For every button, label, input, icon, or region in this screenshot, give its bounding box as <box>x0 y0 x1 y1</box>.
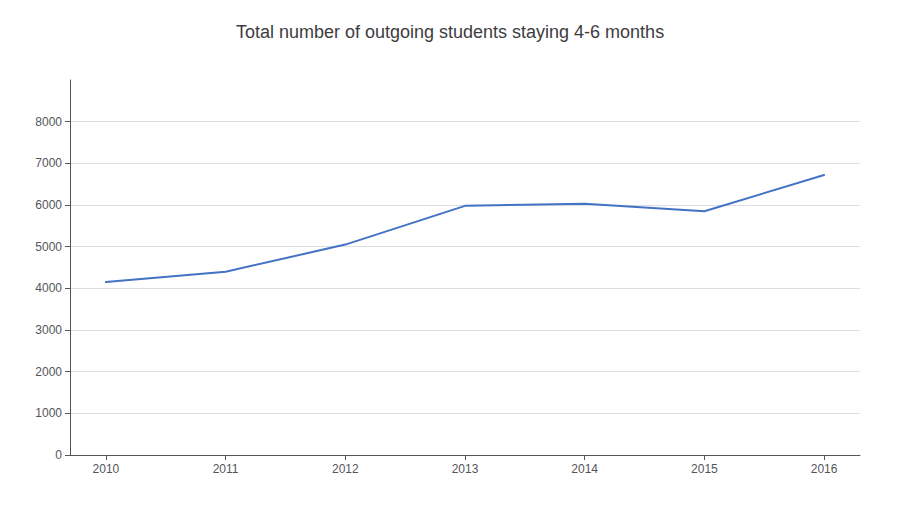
svg-text:2011: 2011 <box>213 462 239 476</box>
svg-text:2014: 2014 <box>571 462 598 476</box>
svg-text:2015: 2015 <box>691 462 718 476</box>
svg-text:2016: 2016 <box>811 462 838 476</box>
svg-text:1000: 1000 <box>35 406 62 420</box>
svg-text:2012: 2012 <box>332 462 359 476</box>
svg-text:6000: 6000 <box>35 198 62 212</box>
svg-text:0: 0 <box>55 448 62 462</box>
svg-text:8000: 8000 <box>35 115 62 129</box>
svg-text:2010: 2010 <box>93 462 120 476</box>
svg-text:3000: 3000 <box>35 323 62 337</box>
svg-text:4000: 4000 <box>35 281 62 295</box>
svg-text:5000: 5000 <box>35 240 62 254</box>
svg-text:7000: 7000 <box>35 156 62 170</box>
svg-text:Total number of outgoing stude: Total number of outgoing students stayin… <box>236 22 664 42</box>
svg-text:2013: 2013 <box>452 462 479 476</box>
svg-text:2000: 2000 <box>35 365 62 379</box>
